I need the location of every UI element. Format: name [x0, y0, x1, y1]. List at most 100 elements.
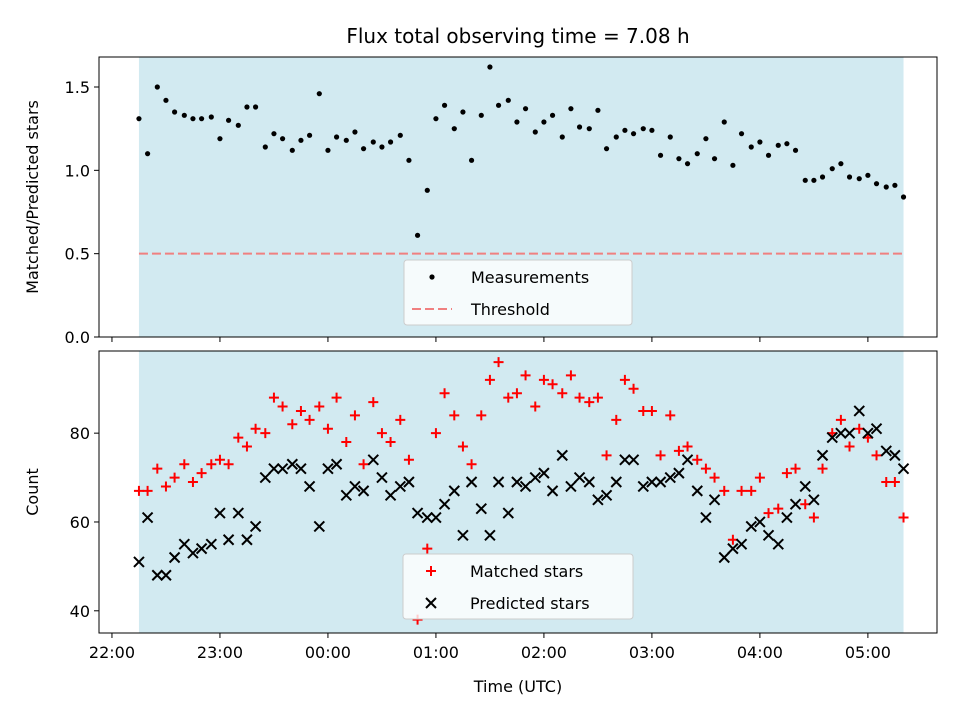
measurement-point	[514, 119, 520, 125]
bottom-panel-counts: 40 60 80 22:00 23:00 00:00 01:00 02:00 03:00 04:0…	[23, 350, 938, 696]
y-axis-label: Matched/Predicted stars	[23, 100, 42, 294]
predicted-star-point	[151, 569, 164, 581]
matched-star-point	[628, 383, 639, 394]
matched-star-point	[385, 437, 396, 448]
matched-star-point	[889, 477, 900, 488]
matched-star-point	[898, 512, 909, 523]
measurement-point	[730, 162, 736, 168]
measurement-point	[676, 156, 682, 162]
predicted-star-point	[438, 498, 451, 510]
matched-star-point	[304, 414, 315, 425]
matched-star-point	[466, 459, 477, 470]
measurement-point	[865, 172, 871, 178]
predicted-star-point	[853, 405, 865, 417]
figure-title: Flux total observing time = 7.08 h	[346, 24, 689, 48]
predicted-star-point	[546, 485, 559, 497]
matched-star-point	[692, 454, 703, 465]
predicted-star-point	[484, 529, 496, 542]
predicted-star-point	[241, 534, 253, 546]
predicted-star-point	[745, 520, 757, 533]
measurement-point	[279, 136, 286, 142]
matched-star-point	[493, 357, 504, 368]
x-tick-label: 00:00	[305, 643, 351, 662]
measurement-point	[738, 131, 745, 137]
measurement-point	[316, 91, 322, 97]
measurement-point	[748, 144, 754, 150]
matched-star-point	[250, 423, 261, 434]
predicted-star-point	[681, 454, 694, 466]
measurement-point	[163, 97, 169, 103]
predicted-star-point	[286, 458, 299, 470]
matched-star-point	[268, 392, 279, 403]
measurement-point	[343, 137, 349, 143]
predicted-star-point	[457, 529, 469, 542]
predicted-star-point	[303, 480, 316, 493]
legend-marker-matched	[426, 566, 436, 576]
matched-star-point	[331, 392, 342, 403]
measurement-point	[235, 122, 241, 128]
predicted-star-point	[502, 507, 514, 519]
predicted-star-point	[772, 538, 784, 550]
measurement-point	[144, 151, 151, 157]
matched-star-point	[179, 459, 190, 470]
matched-star-point	[638, 405, 649, 416]
matched-star-point	[376, 428, 387, 439]
measurement-point	[649, 127, 655, 133]
predicted-star-point	[330, 458, 343, 470]
predicted-star-point	[322, 462, 334, 475]
predicted-star-point	[394, 480, 406, 493]
matched-star-point	[844, 441, 855, 452]
matched-star-point	[152, 463, 163, 474]
measurement-point	[244, 104, 250, 110]
measurement-point	[433, 116, 439, 122]
measurement-point	[667, 134, 673, 140]
matched-star-point	[665, 410, 676, 421]
matched-star-point	[233, 432, 244, 443]
matched-star-point	[196, 468, 207, 479]
measurement-point	[370, 139, 376, 145]
measurement-point	[289, 147, 295, 153]
predicted-star-point	[195, 542, 208, 555]
measurement-point	[757, 139, 763, 145]
predicted-star-point	[889, 449, 901, 462]
matched-star-point	[349, 410, 360, 421]
measurement-point	[136, 116, 142, 122]
matched-star-point	[403, 454, 414, 465]
measurement-point	[711, 156, 718, 162]
matched-star-point	[476, 410, 487, 421]
predicted-star-point	[519, 480, 532, 493]
series-predicted-stars	[133, 405, 910, 581]
y-tick-label: 1.5	[65, 78, 90, 97]
predicted-star-point	[627, 454, 640, 466]
measurement-point	[568, 106, 574, 112]
matched-star-point	[655, 450, 666, 461]
measurement-point	[811, 177, 817, 183]
predicted-star-point	[664, 471, 676, 484]
predicted-star-point	[430, 511, 442, 524]
predicted-star-point	[735, 538, 748, 550]
predicted-star-point	[367, 454, 380, 466]
matched-star-point	[574, 392, 585, 403]
matched-star-point	[511, 388, 522, 399]
measurement-point	[684, 161, 691, 167]
matched-star-point	[287, 419, 298, 430]
measurement-point	[306, 132, 313, 138]
matched-star-point	[520, 370, 531, 381]
measurement-point	[856, 176, 862, 182]
matched-star-point	[547, 379, 558, 390]
measurement-point	[640, 126, 646, 132]
measurement-point	[873, 181, 880, 187]
measurement-point	[387, 139, 394, 145]
y-tick-label: 40	[70, 602, 90, 621]
y-tick-label: 1.0	[65, 161, 90, 180]
matched-star-point	[457, 441, 468, 452]
matched-star-point	[277, 401, 288, 412]
matched-star-point	[601, 450, 612, 461]
legend-label: Threshold	[470, 300, 550, 319]
predicted-star-point	[799, 480, 811, 493]
matched-star-point	[835, 414, 846, 425]
y-tick-label: 60	[70, 513, 90, 532]
predicted-star-point	[808, 494, 820, 506]
measurement-point	[406, 157, 412, 163]
matched-star-point	[736, 485, 747, 496]
